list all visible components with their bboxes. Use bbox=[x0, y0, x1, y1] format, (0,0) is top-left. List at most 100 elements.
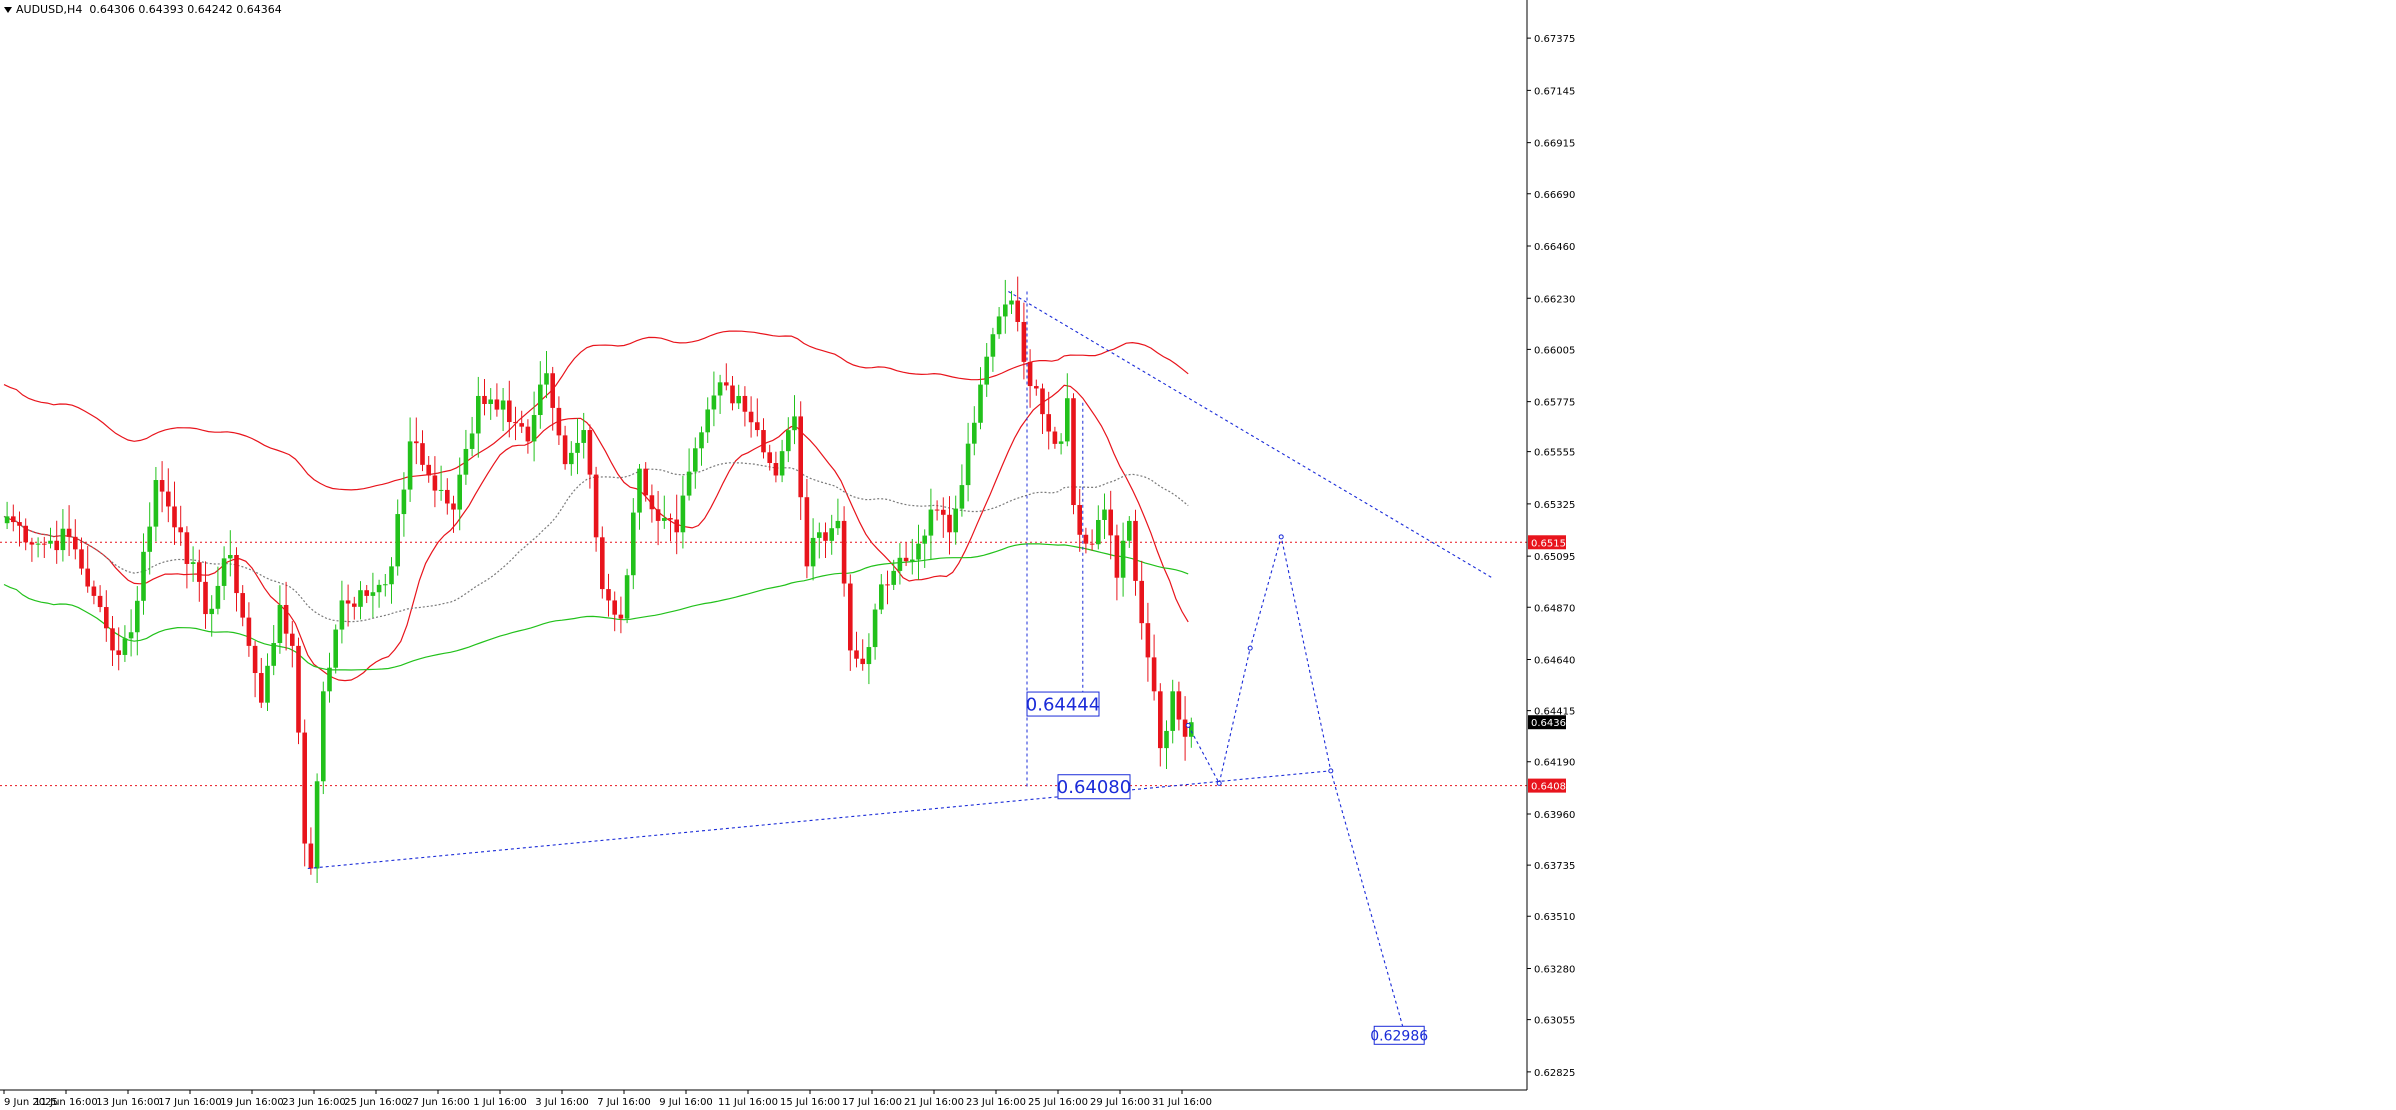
candle bbox=[1096, 505, 1101, 550]
y-tick-label: 0.63055 bbox=[1534, 1016, 1575, 1027]
candle bbox=[451, 495, 456, 533]
candle bbox=[432, 456, 438, 508]
candle-body bbox=[488, 399, 493, 404]
x-tick-label: 17 Jun 16:00 bbox=[158, 1097, 222, 1108]
candle bbox=[302, 719, 307, 867]
dropdown-triangle-icon[interactable] bbox=[4, 7, 12, 13]
candle-body bbox=[333, 629, 338, 668]
candle-body bbox=[228, 555, 233, 559]
candle-body bbox=[593, 474, 599, 538]
candle-body bbox=[693, 448, 698, 472]
level-price-tag-text: 0.64085 bbox=[1531, 782, 1572, 793]
candle bbox=[872, 603, 878, 660]
candle bbox=[606, 573, 611, 617]
candle-body bbox=[953, 508, 958, 533]
annotation-box[interactable] bbox=[1057, 774, 1131, 800]
forecast-node[interactable] bbox=[1216, 780, 1222, 786]
candle-body bbox=[327, 667, 332, 692]
candle-body bbox=[755, 422, 760, 431]
current-price-tag[interactable]: 0.64364 bbox=[1528, 715, 1572, 730]
candle bbox=[1120, 522, 1126, 597]
candle bbox=[1139, 560, 1144, 640]
candle bbox=[742, 386, 748, 427]
candle-body bbox=[376, 584, 382, 593]
candle bbox=[283, 581, 289, 651]
candle-body bbox=[166, 491, 171, 507]
candle-body bbox=[35, 543, 41, 545]
candle bbox=[779, 439, 785, 483]
candle bbox=[978, 367, 983, 430]
candle-body bbox=[122, 638, 128, 655]
candle-body bbox=[866, 647, 872, 665]
forecast-path[interactable] bbox=[1187, 536, 1406, 1036]
candle bbox=[538, 361, 543, 429]
candle-body bbox=[23, 525, 28, 543]
candle bbox=[1003, 279, 1008, 334]
level-price-tag[interactable]: 0.65156 bbox=[1528, 535, 1572, 550]
annotation-box[interactable] bbox=[1026, 691, 1100, 717]
candle-body bbox=[11, 516, 16, 523]
candle-body bbox=[128, 632, 134, 639]
candle bbox=[469, 416, 475, 457]
price-annotation[interactable]: 0.64080 bbox=[1057, 774, 1131, 800]
forecast-node[interactable] bbox=[1185, 722, 1191, 728]
candle bbox=[1158, 683, 1163, 767]
candle-body bbox=[1046, 414, 1051, 432]
candle-body bbox=[60, 528, 66, 551]
candle-body bbox=[445, 489, 450, 504]
candle-body bbox=[823, 532, 828, 541]
candle-body bbox=[389, 566, 394, 585]
candle bbox=[116, 627, 121, 671]
forecast-node[interactable] bbox=[1247, 645, 1253, 651]
candle-body bbox=[1145, 623, 1151, 658]
candle bbox=[624, 568, 630, 624]
candle bbox=[73, 519, 78, 560]
candle bbox=[550, 366, 555, 431]
x-tick-label: 17 Jul 16:00 bbox=[842, 1097, 902, 1108]
level-price-tag[interactable]: 0.64085 bbox=[1528, 778, 1572, 793]
candle-body bbox=[736, 395, 741, 404]
wedge-upper-trendline[interactable] bbox=[1008, 291, 1493, 579]
candle bbox=[166, 468, 171, 523]
candle-body bbox=[203, 581, 208, 615]
forecast-node[interactable] bbox=[1328, 768, 1334, 774]
candle-body bbox=[631, 512, 636, 576]
candle bbox=[507, 380, 512, 438]
candle-body bbox=[556, 407, 562, 436]
candle-body bbox=[178, 527, 183, 533]
candle bbox=[928, 488, 934, 560]
candle bbox=[190, 546, 196, 582]
forecast-node[interactable] bbox=[1278, 534, 1284, 540]
candle bbox=[1170, 679, 1175, 744]
candle bbox=[128, 609, 134, 657]
candle-body bbox=[724, 382, 729, 386]
candle-body bbox=[1052, 431, 1058, 444]
candle-body bbox=[1139, 580, 1144, 624]
candle bbox=[178, 505, 183, 546]
annotation-box[interactable] bbox=[1373, 1025, 1425, 1045]
candle bbox=[1021, 302, 1027, 380]
candle bbox=[1015, 276, 1020, 332]
candle bbox=[587, 424, 593, 489]
price-annotation[interactable]: 0.62986 bbox=[1370, 1025, 1428, 1045]
candle bbox=[1052, 426, 1058, 449]
y-tick-label: 0.62825 bbox=[1534, 1068, 1575, 1079]
candle-body bbox=[159, 480, 165, 492]
candle bbox=[674, 494, 679, 555]
candle bbox=[1176, 681, 1182, 731]
candle bbox=[972, 406, 977, 456]
candle-body bbox=[1127, 520, 1132, 541]
candle-body bbox=[655, 509, 661, 521]
candle bbox=[1145, 602, 1151, 682]
candle-body bbox=[283, 604, 289, 634]
candle-body bbox=[91, 586, 97, 596]
candle bbox=[321, 681, 326, 795]
candle-body bbox=[494, 399, 500, 410]
candle-body bbox=[1015, 300, 1020, 322]
candle-body bbox=[48, 540, 53, 544]
candle-body bbox=[643, 468, 648, 496]
price-annotation[interactable]: 0.64444 bbox=[1026, 691, 1100, 717]
candle-body bbox=[246, 617, 252, 646]
